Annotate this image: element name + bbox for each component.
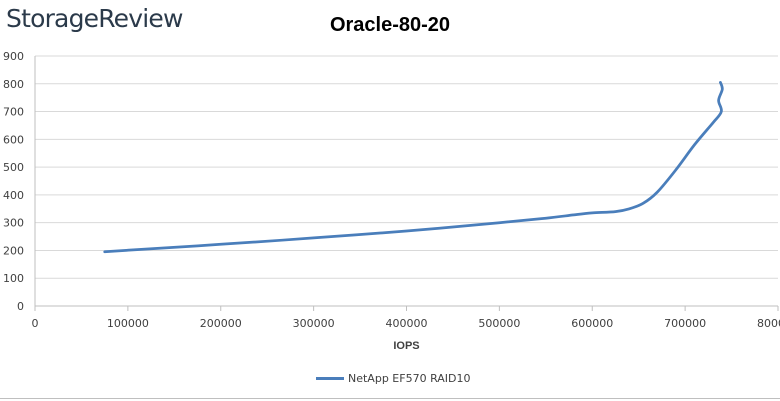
y-tick-label: 500 <box>3 161 24 174</box>
legend-swatch <box>316 377 344 380</box>
x-tick-label: 800000 <box>757 317 780 330</box>
legend-label: NetApp EF570 RAID10 <box>348 372 471 385</box>
brand-logo: StorageReview <box>6 4 183 33</box>
x-tick-label: 300000 <box>293 317 335 330</box>
x-tick-label: 500000 <box>478 317 520 330</box>
x-tick-label: 700000 <box>664 317 706 330</box>
frame-border <box>0 398 780 399</box>
axes <box>34 56 779 311</box>
y-tick-labels: 0 100 200 300 400 500 600 700 800 900 <box>3 50 24 313</box>
y-tick-label: 600 <box>3 133 24 146</box>
series-lines <box>103 81 724 254</box>
y-tick-label: 800 <box>3 78 24 91</box>
x-tick-label: 600000 <box>571 317 613 330</box>
y-tick-label: 900 <box>3 50 24 63</box>
x-tick-label: 0 <box>32 317 39 330</box>
chart-title: Oracle-80-20 <box>329 14 451 36</box>
y-tick-label: 700 <box>3 106 24 119</box>
x-tick-labels: 0 100000 200000 300000 400000 500000 600000 700… <box>32 317 780 330</box>
x-axis-label: IOPS <box>393 340 419 352</box>
y-tick-label: 0 <box>17 300 24 313</box>
series-line <box>103 81 724 254</box>
y-tick-label: 300 <box>3 217 24 230</box>
x-tick-label: 100000 <box>107 317 149 330</box>
legend: NetApp EF570 RAID10 <box>316 372 471 385</box>
y-tick-label: 200 <box>3 244 24 257</box>
y-tick-label: 100 <box>3 272 24 285</box>
x-tick-label: 400000 <box>386 317 428 330</box>
y-tick-label: 400 <box>3 189 24 202</box>
x-tick-label: 200000 <box>200 317 242 330</box>
grid-lines <box>35 55 778 279</box>
